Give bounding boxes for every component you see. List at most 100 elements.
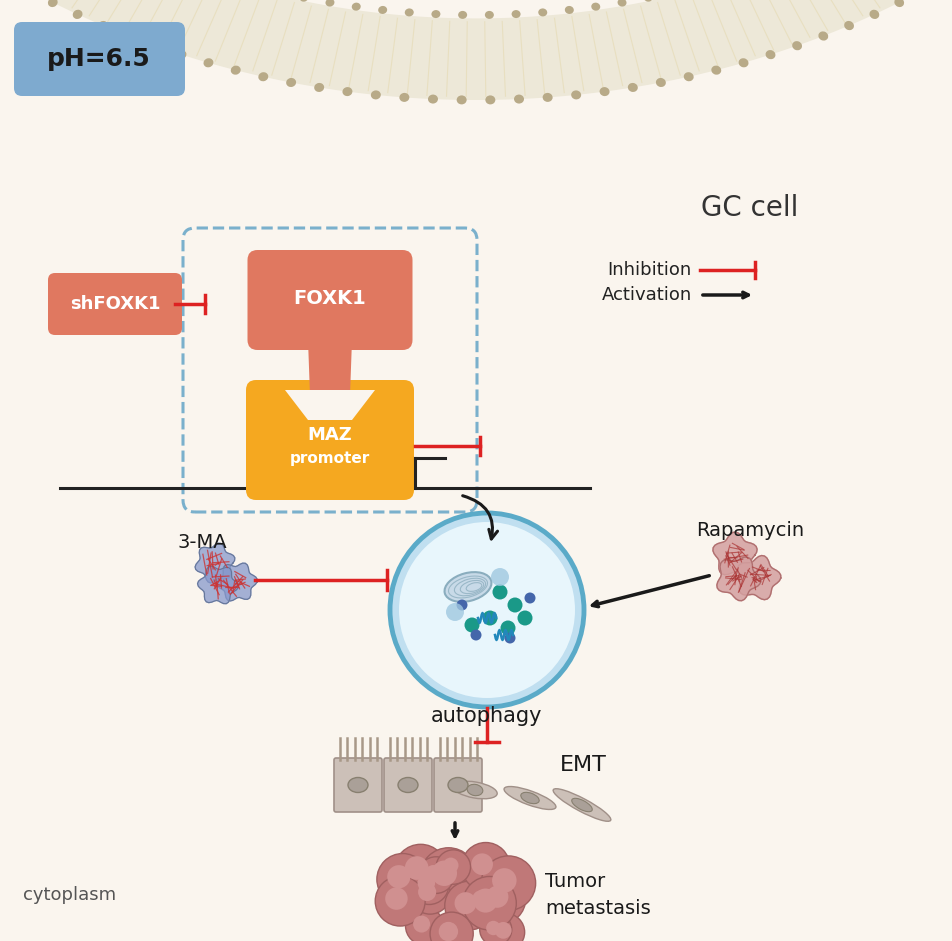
Ellipse shape <box>655 78 665 87</box>
Polygon shape <box>285 390 374 420</box>
Ellipse shape <box>405 8 413 16</box>
Ellipse shape <box>590 3 600 10</box>
FancyArrowPatch shape <box>462 496 497 539</box>
Polygon shape <box>712 532 756 575</box>
Circle shape <box>385 887 407 910</box>
Circle shape <box>438 922 458 941</box>
Circle shape <box>490 568 508 586</box>
Circle shape <box>420 848 476 904</box>
Ellipse shape <box>764 50 775 59</box>
Ellipse shape <box>230 66 241 74</box>
Ellipse shape <box>72 9 83 19</box>
Text: Activation: Activation <box>601 286 691 304</box>
Circle shape <box>445 881 493 930</box>
Ellipse shape <box>98 21 108 30</box>
Text: shFOXK1: shFOXK1 <box>69 295 160 313</box>
Circle shape <box>461 842 509 891</box>
Text: Rapamycin: Rapamycin <box>695 520 803 539</box>
Text: GC cell: GC cell <box>701 194 798 222</box>
Ellipse shape <box>398 777 418 792</box>
Circle shape <box>417 856 454 893</box>
Ellipse shape <box>351 3 361 10</box>
Circle shape <box>446 603 464 621</box>
Ellipse shape <box>286 78 296 87</box>
Ellipse shape <box>427 94 438 104</box>
Ellipse shape <box>538 8 546 16</box>
Ellipse shape <box>258 72 268 81</box>
Circle shape <box>412 916 429 933</box>
Ellipse shape <box>565 6 573 14</box>
Circle shape <box>524 593 535 603</box>
Ellipse shape <box>149 41 160 50</box>
Polygon shape <box>197 566 238 604</box>
Text: cytoplasm: cytoplasm <box>24 886 116 904</box>
Ellipse shape <box>683 72 693 81</box>
FancyBboxPatch shape <box>333 758 382 812</box>
FancyBboxPatch shape <box>384 758 431 812</box>
Text: Inhibition: Inhibition <box>607 261 691 279</box>
Circle shape <box>504 632 515 644</box>
Circle shape <box>470 630 481 641</box>
Polygon shape <box>737 555 780 599</box>
FancyBboxPatch shape <box>248 250 412 350</box>
Ellipse shape <box>738 58 747 68</box>
Ellipse shape <box>511 10 520 18</box>
Circle shape <box>443 857 458 873</box>
Ellipse shape <box>48 0 58 8</box>
Ellipse shape <box>571 798 591 812</box>
Circle shape <box>389 513 584 707</box>
Text: EMT: EMT <box>560 755 606 775</box>
FancyBboxPatch shape <box>48 273 182 335</box>
Circle shape <box>425 865 441 882</box>
Circle shape <box>387 865 410 888</box>
Ellipse shape <box>314 83 324 92</box>
Ellipse shape <box>710 66 721 74</box>
Circle shape <box>486 914 525 941</box>
Circle shape <box>482 611 497 626</box>
Ellipse shape <box>485 11 493 19</box>
Text: autophagy: autophagy <box>431 706 543 726</box>
FancyBboxPatch shape <box>433 758 482 812</box>
Ellipse shape <box>617 0 625 7</box>
Circle shape <box>471 890 489 908</box>
Ellipse shape <box>552 789 610 821</box>
Ellipse shape <box>643 0 652 2</box>
Ellipse shape <box>378 6 387 14</box>
Circle shape <box>417 874 435 892</box>
Text: promoter: promoter <box>289 451 369 466</box>
Circle shape <box>486 885 507 908</box>
Circle shape <box>463 876 516 930</box>
Ellipse shape <box>456 95 466 104</box>
Circle shape <box>500 620 515 635</box>
Circle shape <box>418 883 436 901</box>
Ellipse shape <box>124 31 133 40</box>
Ellipse shape <box>399 93 409 102</box>
Text: MAZ: MAZ <box>307 426 352 444</box>
Text: pH=6.5: pH=6.5 <box>47 47 150 71</box>
Ellipse shape <box>893 0 903 8</box>
Circle shape <box>454 892 476 914</box>
Ellipse shape <box>466 784 483 796</box>
Circle shape <box>409 866 448 904</box>
Circle shape <box>406 907 443 941</box>
Circle shape <box>517 611 532 626</box>
Ellipse shape <box>458 11 466 19</box>
Circle shape <box>436 850 470 885</box>
Text: Tumor
metastasis: Tumor metastasis <box>545 872 650 917</box>
Circle shape <box>409 874 450 914</box>
Ellipse shape <box>520 792 539 804</box>
Text: FOXK1: FOXK1 <box>293 289 366 308</box>
Circle shape <box>471 853 492 875</box>
Circle shape <box>486 921 500 935</box>
Circle shape <box>375 876 425 926</box>
Ellipse shape <box>431 10 440 18</box>
Circle shape <box>399 522 574 698</box>
Ellipse shape <box>542 93 552 102</box>
Polygon shape <box>195 543 234 582</box>
Circle shape <box>492 584 507 599</box>
Circle shape <box>481 856 535 910</box>
Ellipse shape <box>452 781 497 799</box>
Circle shape <box>394 844 446 897</box>
Ellipse shape <box>347 777 367 792</box>
Circle shape <box>376 853 428 905</box>
